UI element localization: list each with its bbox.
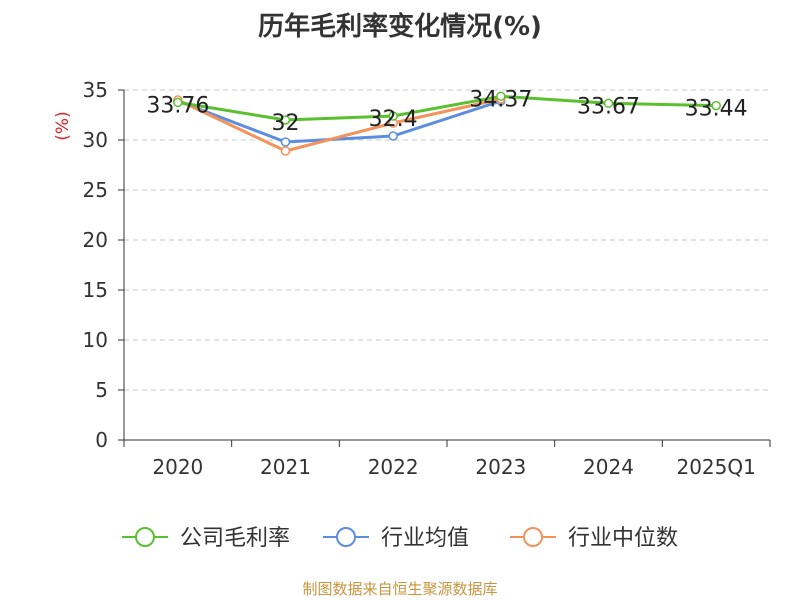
- series-lines: [173, 91, 721, 156]
- legend-marker: [336, 527, 356, 547]
- legend-label: 行业均值: [381, 526, 469, 551]
- data-point: [711, 100, 721, 111]
- x-tick-label: 2022: [368, 455, 419, 479]
- data-point: [388, 111, 398, 121]
- y-tick-label: 5: [95, 378, 108, 402]
- data-point: [280, 146, 291, 156]
- legend-marker: [135, 527, 155, 547]
- y-axis-label: (%): [53, 111, 73, 140]
- grid-lines: [124, 89, 770, 391]
- data-label: 33.44: [685, 97, 748, 122]
- source-footer: 制图数据来自恒生聚源数据库: [302, 580, 498, 598]
- y-tick-label: 35: [83, 78, 108, 102]
- y-tick-label: 0: [95, 428, 108, 452]
- x-tick-label: 2025Q1: [676, 455, 755, 479]
- data-point: [280, 115, 291, 125]
- y-tick-label: 25: [83, 178, 108, 202]
- data-point: [173, 97, 183, 108]
- data-point: [388, 131, 398, 141]
- legend: 公司毛利率 行业均值 行业中位数: [122, 526, 678, 551]
- data-point: [603, 98, 614, 109]
- x-tick-label: 2021: [260, 455, 311, 479]
- data-label: 33.67: [577, 94, 640, 119]
- data-point: [280, 137, 291, 147]
- y-tick-label: 20: [83, 228, 108, 252]
- data-label: 32.4: [369, 107, 418, 132]
- axes: 0 5 10 15 20 25 30 35 (%) 2020 2021 2022 2023 2024 202…: [53, 78, 771, 479]
- y-tick-label: 30: [83, 128, 108, 152]
- legend-marker: [523, 527, 543, 547]
- legend-label: 公司毛利率: [180, 526, 290, 551]
- series-line: [177, 99, 502, 144]
- data-label: 33.76: [146, 93, 209, 118]
- series-line: [177, 97, 502, 153]
- data-label: 34.37: [469, 87, 532, 112]
- data-point: [496, 91, 506, 102]
- chart-title: 历年毛利率变化情况(%): [258, 12, 542, 42]
- x-tick-label: 2023: [475, 455, 526, 479]
- x-tick-label: 2020: [152, 455, 203, 479]
- x-tick-label: 2024: [583, 455, 634, 479]
- series-line: [177, 94, 717, 122]
- legend-label: 行业中位数: [568, 526, 678, 551]
- data-label: 32: [272, 111, 300, 136]
- data-labels: 33.76 32 32.4 34.37 33.67 33.44: [146, 87, 747, 136]
- y-tick-label: 15: [83, 278, 108, 302]
- y-tick-label: 10: [83, 328, 108, 352]
